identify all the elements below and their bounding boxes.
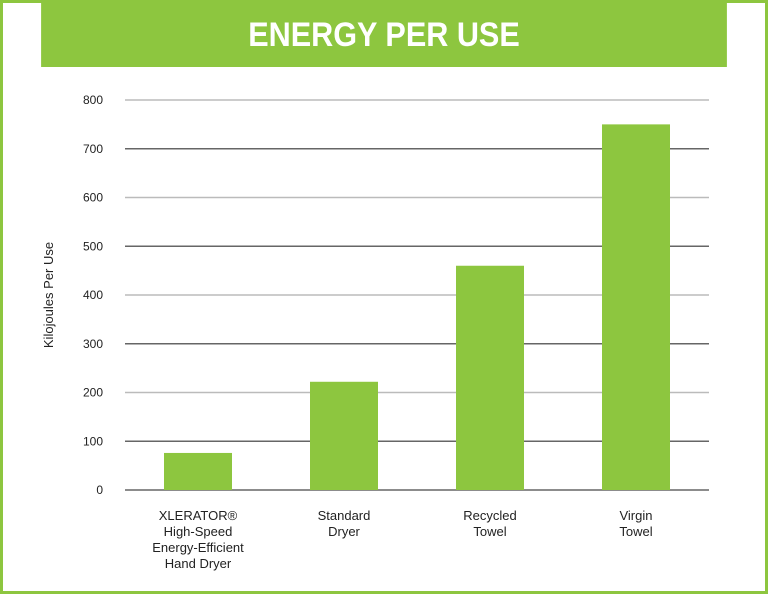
x-category-label: Standard [318,508,371,523]
x-category-label: Dryer [328,524,360,539]
x-category-label: XLERATOR® [159,508,238,523]
x-category-label: Energy-Efficient [152,540,244,555]
y-axis-label: Kilojoules Per Use [41,242,56,348]
y-tick-label: 200 [83,386,103,400]
bar [456,265,524,490]
y-tick-label: 500 [83,239,103,253]
x-category-label: Towel [619,524,652,539]
y-tick-label: 0 [96,483,103,497]
x-category-label: High-Speed [164,524,233,539]
bar [164,452,232,490]
y-tick-label: 600 [83,191,103,205]
x-category-label: Hand Dryer [165,556,232,571]
x-category-label: Virgin [619,508,652,523]
bar [602,124,670,490]
y-tick-label: 700 [83,142,103,156]
x-category-label: Recycled [463,508,516,523]
bar [310,381,378,490]
x-category-label: Towel [473,524,506,539]
chart-title: ENERGY PER USE [41,3,727,67]
y-tick-label: 400 [83,288,103,302]
bar-chart: 0 100 200 300 400 500 600 700 800 Kilojoules Per … [41,93,709,571]
y-tick-label: 100 [83,434,103,448]
y-tick-label: 300 [83,337,103,351]
y-tick-label: 800 [83,93,103,107]
